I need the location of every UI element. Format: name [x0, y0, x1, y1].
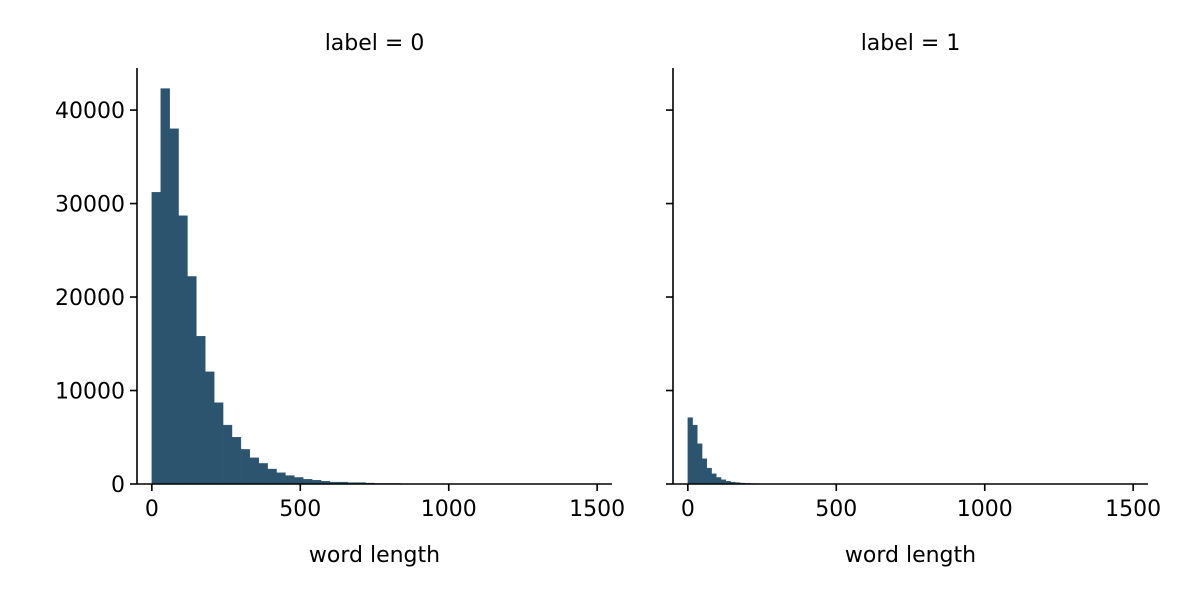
- histogram-bar: [259, 463, 268, 484]
- facet-title: label = 0: [325, 31, 425, 56]
- facet-panel-0: 0 500 1000 1500 0 10000 20000 30000 40000 label =…: [55, 31, 625, 568]
- histogram-bar: [161, 89, 170, 484]
- histogram-bar: [179, 216, 188, 484]
- histogram-bar: [232, 437, 241, 484]
- histogram-bar: [702, 459, 707, 484]
- histogram-bar: [716, 477, 721, 484]
- y-tick-label: 30000: [55, 193, 125, 218]
- x-tick-label: 500: [815, 497, 857, 522]
- x-axis-label: word length: [845, 543, 976, 568]
- histogram-bar: [170, 129, 179, 484]
- histogram-bar: [214, 403, 223, 484]
- histogram-bar: [152, 192, 161, 484]
- histogram-bar: [712, 474, 717, 484]
- x-tick-label: 0: [681, 497, 695, 522]
- x-tick-label: 1000: [421, 497, 477, 522]
- histogram-bar: [697, 444, 702, 484]
- x-tick-label: 500: [279, 497, 321, 522]
- histogram-bars: [152, 89, 597, 484]
- histogram-bar: [285, 476, 294, 484]
- histogram-bar: [707, 468, 712, 484]
- x-axis-label: word length: [309, 543, 440, 568]
- histogram-bar: [693, 425, 698, 484]
- histogram-bar: [268, 469, 277, 484]
- histogram-bar: [277, 473, 286, 484]
- histogram-bar: [223, 425, 232, 484]
- histogram-bar: [205, 372, 214, 484]
- y-tick-label: 40000: [55, 99, 125, 124]
- facet-title: label = 1: [861, 31, 961, 56]
- histogram-bar: [187, 276, 196, 484]
- x-tick-label: 1500: [569, 497, 625, 522]
- facet-panel-1: 0 500 1000 1500 label = 1 word length: [666, 31, 1161, 568]
- histogram-bar: [241, 449, 250, 484]
- x-tick-label: 1500: [1105, 497, 1161, 522]
- histogram-bars: [688, 418, 807, 484]
- histogram-bar: [294, 477, 303, 484]
- histogram-bar: [196, 336, 205, 484]
- y-tick-label: 10000: [55, 380, 125, 405]
- x-tick-label: 1000: [957, 497, 1013, 522]
- x-tick-label: 0: [145, 497, 159, 522]
- y-tick-label: 0: [111, 473, 125, 498]
- y-tick-label: 20000: [55, 286, 125, 311]
- histogram-bar: [250, 458, 259, 484]
- histogram-bar: [688, 418, 693, 484]
